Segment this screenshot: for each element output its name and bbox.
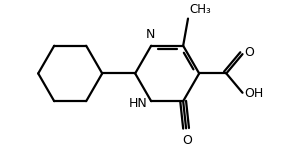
Text: OH: OH <box>244 87 264 100</box>
Text: O: O <box>182 134 192 147</box>
Text: N: N <box>146 28 155 41</box>
Text: O: O <box>244 46 254 59</box>
Text: CH₃: CH₃ <box>189 3 211 16</box>
Text: HN: HN <box>128 97 147 110</box>
